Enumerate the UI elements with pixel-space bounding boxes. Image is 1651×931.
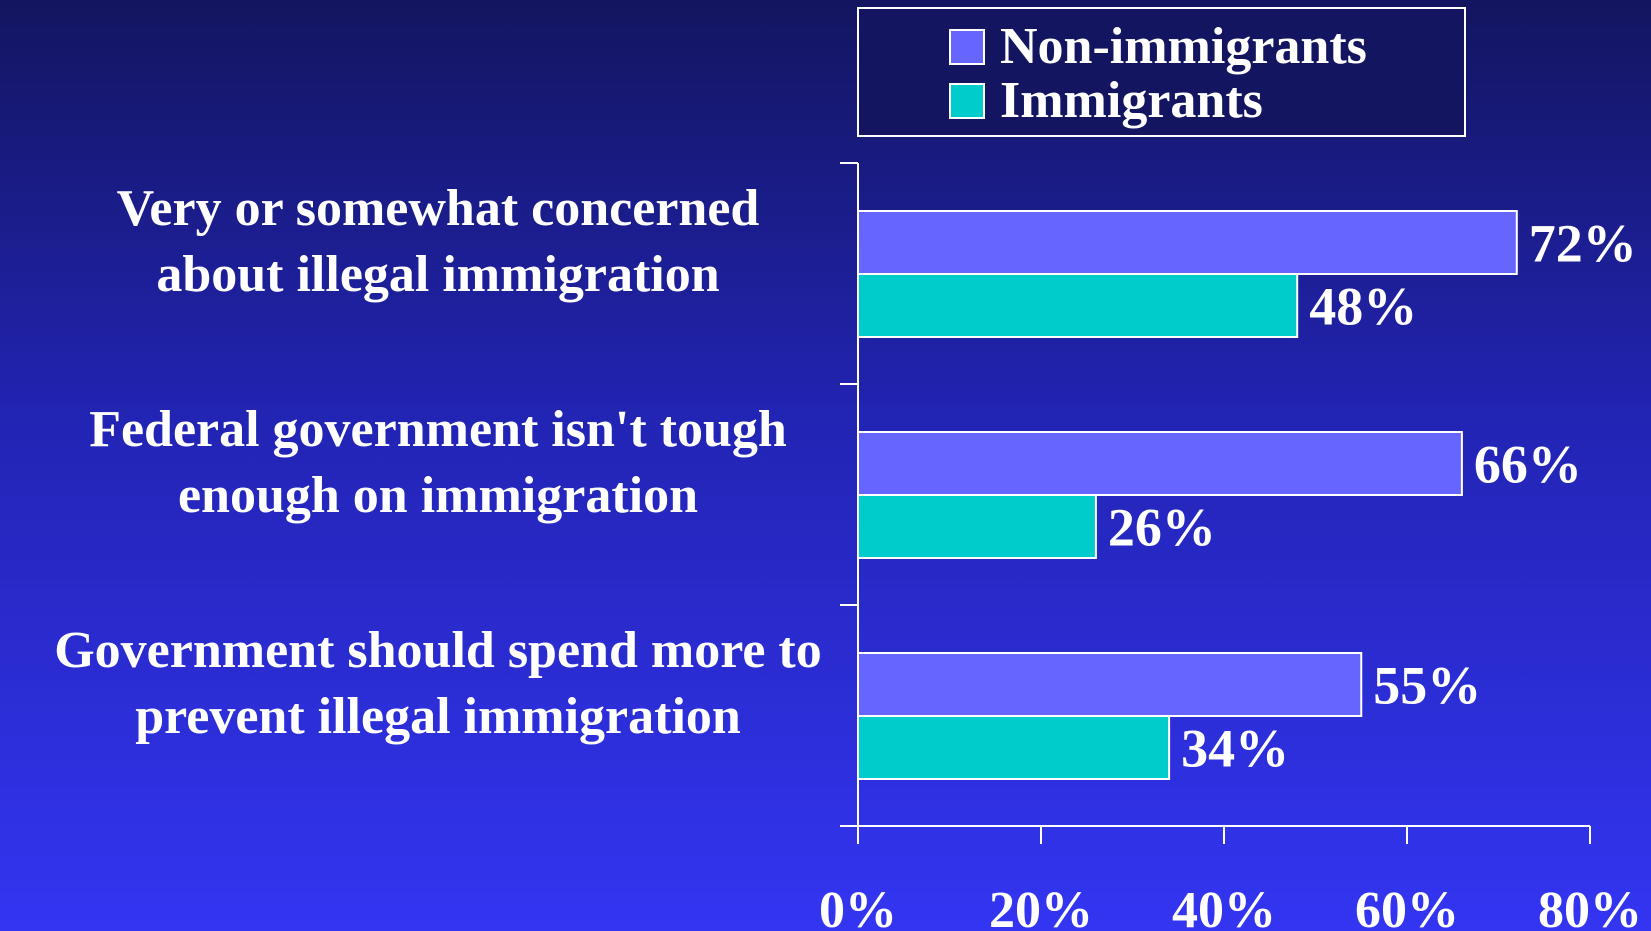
legend-swatch (949, 29, 985, 65)
bar-immigrants (857, 715, 1171, 780)
data-label: 34% (1181, 719, 1289, 779)
data-label: 48% (1309, 277, 1417, 337)
data-label: 55% (1373, 656, 1481, 716)
x-tick-label: 0% (819, 882, 897, 931)
category-label: Federal government isn't tough (89, 401, 787, 458)
category-label: prevent illegal immigration (135, 688, 741, 745)
bars (857, 210, 1518, 780)
category-label: enough on immigration (178, 467, 698, 524)
legend-swatch (949, 83, 985, 119)
data-label: 26% (1108, 498, 1216, 558)
x-tick-label: 60% (1355, 882, 1459, 931)
category-label: Government should spend more to (54, 622, 822, 679)
legend-label: Immigrants (1000, 72, 1263, 129)
data-label: 72% (1529, 214, 1637, 274)
labels: 72% 48% Very or somewhat concerned about il… (54, 180, 1637, 779)
bar-non-immigrants (857, 652, 1363, 717)
bar-immigrants (857, 273, 1299, 338)
bar-non-immigrants (857, 210, 1518, 275)
x-tick-label: 40% (1172, 882, 1276, 931)
bar-non-immigrants (857, 431, 1463, 496)
category-label: about illegal immigration (156, 246, 719, 303)
data-label: 66% (1474, 435, 1582, 495)
bar-immigrants (857, 494, 1097, 559)
category-label: Very or somewhat concerned (117, 180, 760, 237)
x-tick-label: 20% (989, 882, 1093, 931)
legend-label: Non-immigrants (1000, 18, 1367, 75)
x-tick-label: 80% (1538, 882, 1642, 931)
